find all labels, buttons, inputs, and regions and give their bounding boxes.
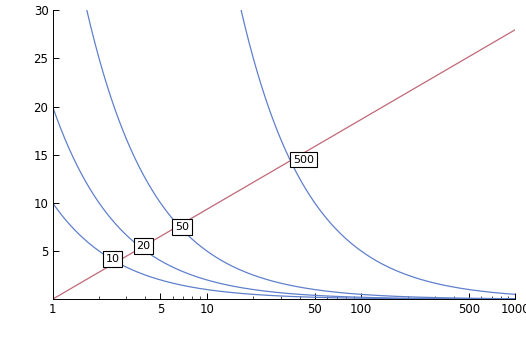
Text: 10: 10 bbox=[105, 254, 119, 264]
Text: 20: 20 bbox=[137, 241, 150, 251]
Text: 50: 50 bbox=[175, 222, 189, 232]
Text: 500: 500 bbox=[293, 154, 313, 165]
